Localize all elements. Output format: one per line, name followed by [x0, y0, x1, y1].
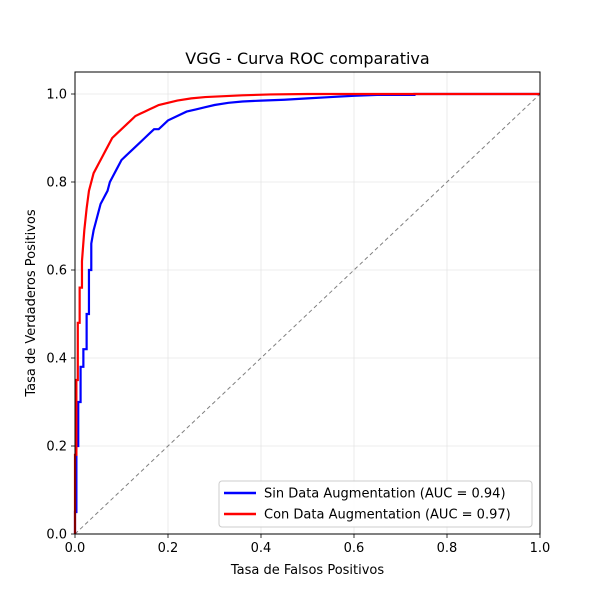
chart-title: VGG - Curva ROC comparativa [185, 49, 429, 68]
y-tick-label: 0.6 [46, 264, 67, 279]
chance-reference-line [74, 93, 541, 535]
grid [74, 72, 541, 535]
y-axis-label: Tasa de Verdaderos Positivos [24, 209, 39, 397]
x-axis-ticks: 0.0 0.2 0.4 0.6 0.8 1.0 [65, 534, 551, 556]
x-tick-label: 0.8 [437, 541, 458, 556]
legend: Sin Data Augmentation (AUC = 0.94) Con D… [218, 480, 533, 528]
x-tick-label: 0.6 [344, 541, 365, 556]
roc-curve-con-augmentation [73, 92, 540, 534]
legend-label-sin-augmentation: Sin Data Augmentation (AUC = 0.94) [264, 487, 506, 502]
reference-line-layer [74, 93, 541, 535]
y-tick-label: 0.0 [46, 528, 67, 543]
x-tick-label: 1.0 [530, 541, 551, 556]
plot-frame [74, 71, 541, 535]
y-tick-label: 0.8 [46, 176, 67, 191]
x-tick-label: 0.0 [65, 541, 86, 556]
series-layer [73, 92, 540, 534]
y-tick-label: 1.0 [46, 88, 67, 103]
y-tick-label: 0.4 [46, 352, 67, 367]
x-tick-label: 0.2 [158, 541, 179, 556]
x-tick-label: 0.4 [251, 541, 272, 556]
roc-curve-sin-augmentation [73, 92, 540, 534]
x-axis-label: Tasa de Falsos Positivos [230, 563, 385, 578]
y-axis-ticks: 0.0 0.2 0.4 0.6 0.8 1.0 [46, 88, 75, 543]
y-tick-label: 0.2 [46, 440, 67, 455]
legend-box [218, 480, 533, 528]
legend-label-con-augmentation: Con Data Augmentation (AUC = 0.97) [264, 508, 511, 523]
